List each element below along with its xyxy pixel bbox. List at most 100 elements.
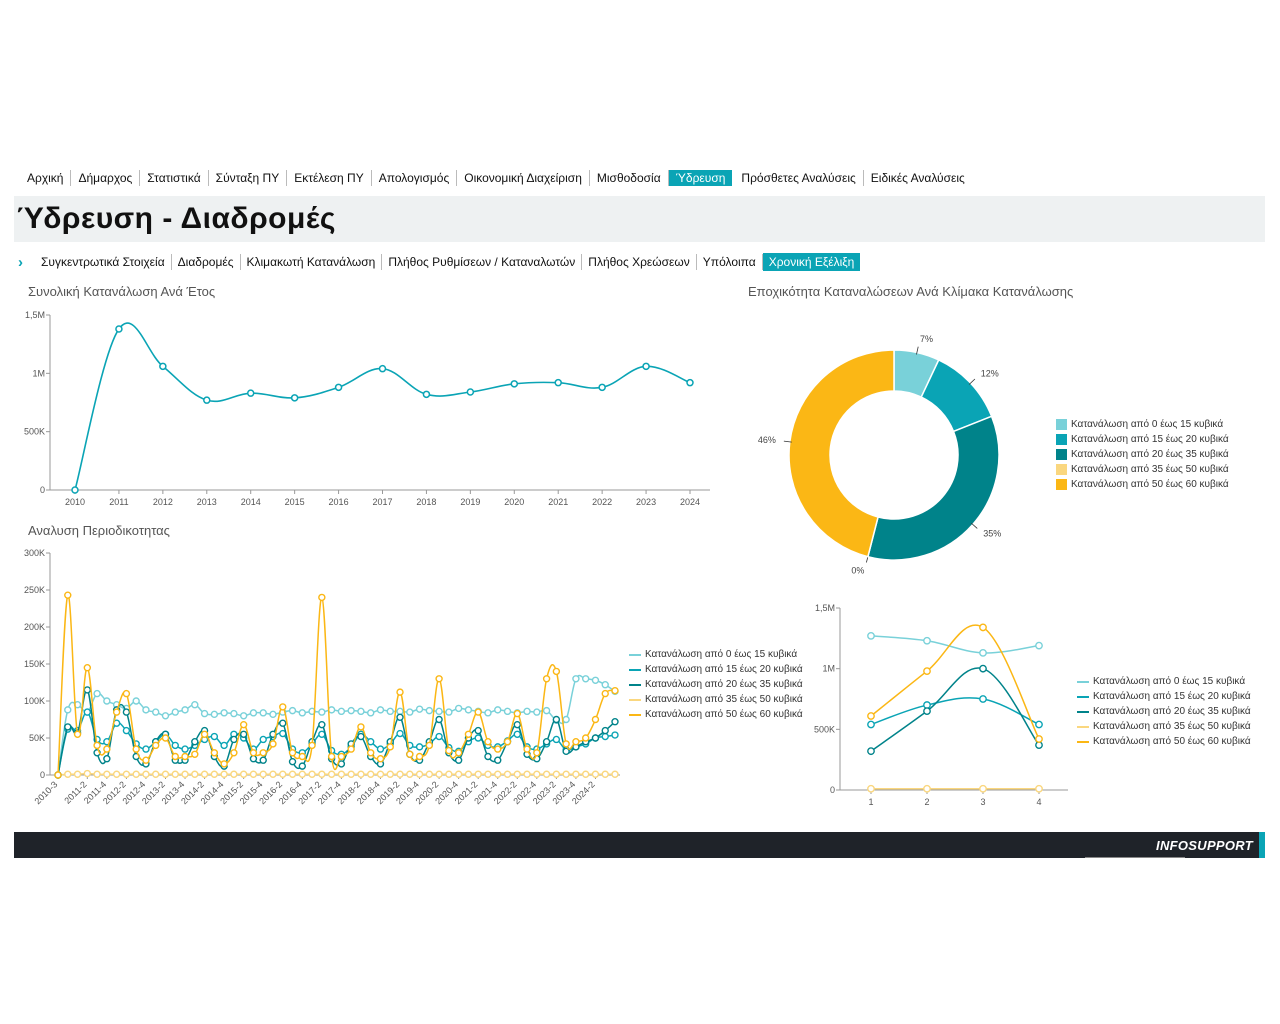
data-point: [112, 770, 121, 778]
data-point: [171, 708, 179, 716]
data-point: [425, 706, 434, 715]
slice-leader-line: [783, 440, 792, 443]
nav-item-1[interactable]: Δήμαρχος: [71, 170, 141, 186]
data-point: [161, 734, 170, 742]
data-point: [132, 770, 140, 778]
legend-entry[interactable]: Κατανάλωση από 0 έως 15 κυβικά: [629, 647, 803, 662]
data-point: [142, 706, 150, 714]
page-title-bar: Ύδρευση - Διαδρομές: [14, 196, 1265, 242]
data-point: [979, 784, 987, 793]
data-point: [542, 675, 551, 683]
data-point: [474, 708, 482, 716]
data-point: [581, 675, 590, 683]
legend-label: Κατανάλωση από 0 έως 15 κυβικά: [1093, 676, 1246, 687]
data-point: [542, 737, 551, 746]
legend-entry[interactable]: Κατανάλωση από 50 έως 60 κυβικά: [1056, 477, 1229, 492]
data-point: [562, 740, 570, 748]
legend-entry[interactable]: Κατανάλωση από 20 έως 35 κυβικά: [1056, 447, 1229, 462]
data-point: [103, 770, 111, 778]
donut-legend: Κατανάλωση από 0 έως 15 κυβικά Κατανάλωση…: [1056, 417, 1229, 492]
data-point: [474, 770, 482, 778]
data-point: [386, 707, 394, 716]
data-point: [425, 741, 434, 750]
data-point: [572, 675, 580, 683]
nav-item-8[interactable]: Ύδρευση: [668, 170, 733, 186]
legend-entry[interactable]: Κατανάλωση από 35 έως 50 κυβικά: [1077, 719, 1251, 734]
data-point: [132, 697, 140, 705]
legend-label: Κατανάλωση από 20 έως 35 κυβικά: [1071, 449, 1229, 460]
legend-entry[interactable]: Κατανάλωση από 35 έως 50 κυβικά: [1056, 462, 1229, 477]
legend-entry[interactable]: Κατανάλωση από 50 έως 60 κυβικά: [629, 707, 803, 722]
legend-entry[interactable]: Κατανάλωση από 15 έως 20 κυβικά: [629, 662, 803, 677]
data-point: [318, 708, 326, 716]
data-point: [611, 731, 619, 739]
legend-entry[interactable]: Κατανάλωση από 15 έως 20 κυβικά: [1077, 689, 1251, 704]
data-point: [464, 770, 473, 778]
data-point: [122, 708, 131, 716]
data-point: [494, 770, 502, 778]
legend-entry[interactable]: Κατανάλωση από 35 έως 50 κυβικά: [629, 692, 803, 707]
legend-label: Κατανάλωση από 50 έως 60 κυβικά: [1093, 736, 1251, 747]
data-point: [308, 770, 316, 778]
chevron-right-icon: ›: [18, 253, 23, 271]
nav-item-2[interactable]: Στατιστικά: [140, 170, 209, 186]
nav-item-4[interactable]: Εκτέλεση ΠΥ: [287, 170, 372, 186]
legend-entry[interactable]: Κατανάλωση από 20 έως 35 κυβικά: [629, 677, 803, 692]
nav-item-5[interactable]: Απολογισμός: [372, 170, 458, 186]
data-point: [466, 388, 475, 396]
legend-swatch: [1056, 449, 1067, 460]
legend-label: Κατανάλωση από 50 έως 60 κυβικά: [645, 709, 803, 720]
subnav-item-1[interactable]: Διαδρομές: [172, 254, 241, 270]
data-point: [191, 770, 199, 778]
data-point: [64, 591, 72, 599]
data-point: [337, 770, 346, 778]
subnav-item-3[interactable]: Πλήθος Ρυθμίσεων / Καταναλωτών: [382, 254, 583, 270]
data-point: [279, 770, 287, 778]
subnav-item-0[interactable]: Συγκεντρωτικά Στοιχεία: [35, 254, 172, 270]
y-tick-label: 500K: [814, 724, 835, 734]
y-tick-label: 0: [40, 770, 45, 780]
nav-item-7[interactable]: Μισθοδοσία: [590, 170, 669, 186]
legend-entry[interactable]: Κατανάλωση από 50 έως 60 κυβικά: [1077, 734, 1251, 749]
legend-entry[interactable]: Κατανάλωση από 0 έως 15 κυβικά: [1077, 674, 1251, 689]
data-point: [867, 784, 875, 793]
data-point: [464, 706, 473, 714]
data-point: [425, 770, 434, 778]
data-point: [367, 749, 375, 757]
legend-swatch: [1077, 740, 1089, 743]
subnav-item-5[interactable]: Υπόλοιπα: [697, 254, 763, 270]
legend-swatch: [629, 683, 641, 686]
data-point: [220, 760, 228, 768]
nav-item-9[interactable]: Πρόσθετες Αναλύσεις: [734, 170, 864, 186]
x-tick-label: 2010: [65, 497, 85, 507]
legend-entry[interactable]: Κατανάλωση από 0 έως 15 κυβικά: [1056, 417, 1229, 432]
nav-item-0[interactable]: Αρχική: [20, 170, 72, 186]
legend-entry[interactable]: Κατανάλωση από 15 έως 20 κυβικά: [1056, 432, 1229, 447]
data-point: [288, 749, 297, 757]
legend-label: Κατανάλωση από 20 έως 35 κυβικά: [645, 679, 803, 690]
data-point: [347, 770, 355, 778]
data-point: [210, 710, 219, 719]
legend-swatch: [1077, 680, 1089, 683]
legend-swatch: [1077, 695, 1089, 698]
legend-entry[interactable]: Κατανάλωση από 20 έως 35 κυβικά: [1077, 704, 1251, 719]
y-tick-label: 50K: [29, 733, 45, 743]
y-tick-label: 0: [830, 785, 835, 795]
data-point: [523, 707, 531, 716]
subnav-item-6[interactable]: Χρονική Εξέλιξη: [762, 253, 861, 271]
data-point: [54, 771, 62, 779]
nav-item-10[interactable]: Ειδικές Αναλύσεις: [870, 171, 965, 185]
data-point: [200, 730, 209, 739]
data-point: [367, 770, 375, 778]
data-point: [200, 709, 209, 718]
data-point: [259, 735, 267, 744]
data-point: [327, 752, 336, 761]
subnav-item-4[interactable]: Πλήθος Χρεώσεων: [582, 254, 697, 270]
subnav-item-2[interactable]: Κλιμακωτή Κατανάλωση: [241, 254, 383, 270]
data-point: [152, 741, 160, 750]
data-point: [642, 362, 650, 371]
y-tick-label: 250K: [24, 585, 45, 595]
nav-item-3[interactable]: Σύνταξη ΠΥ: [209, 170, 288, 186]
nav-item-6[interactable]: Οικονομική Διαχείριση: [457, 170, 590, 186]
x-tick-label: 2010-3: [33, 779, 60, 806]
